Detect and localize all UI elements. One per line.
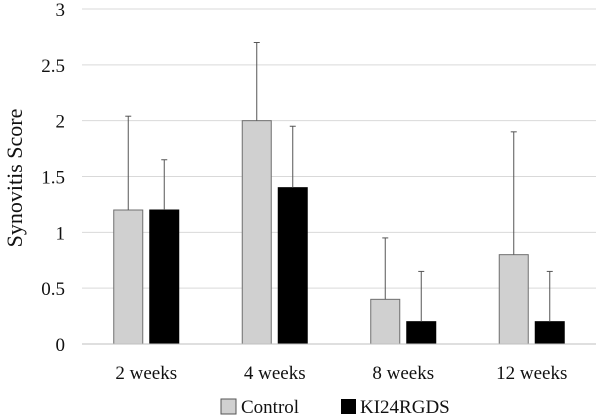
bar-ki24rgds-4 bbox=[534, 321, 565, 345]
y-tick-label: 2.5 bbox=[41, 56, 65, 77]
y-tick-label: 3 bbox=[56, 0, 66, 21]
x-category-label: 8 weeks bbox=[372, 363, 434, 384]
x-category-label: 2 weeks bbox=[115, 363, 177, 384]
y-tick-label: 1 bbox=[56, 223, 66, 244]
y-tick-label: 2 bbox=[56, 112, 66, 133]
bar-ki24rgds-2 bbox=[277, 187, 308, 345]
legend-label-ki24rgds: KI24RGDS bbox=[360, 397, 450, 416]
bar-ki24rgds-1 bbox=[149, 209, 180, 345]
legend-swatch-ki24rgds bbox=[341, 399, 356, 414]
y-axis-ticks: 0 0.5 1 1.5 2 2.5 3 bbox=[41, 0, 65, 356]
bar-control-2 bbox=[241, 120, 272, 345]
y-tick-label: 0.5 bbox=[41, 279, 65, 300]
bar-control-3 bbox=[370, 298, 401, 345]
y-tick-label: 0 bbox=[56, 335, 66, 356]
bar-control-1 bbox=[113, 209, 144, 345]
legend-swatch-control bbox=[220, 398, 237, 415]
legend: Control KI24RGDS bbox=[220, 397, 450, 416]
x-category-label: 12 weeks bbox=[496, 363, 567, 384]
bar-ki24rgds-3 bbox=[406, 321, 437, 345]
y-axis-label: Synovitis Score bbox=[2, 109, 27, 248]
x-axis-categories: 2 weeks 4 weeks 8 weeks 12 weeks bbox=[115, 363, 567, 384]
y-tick-label: 1.5 bbox=[41, 168, 65, 189]
x-category-label: 4 weeks bbox=[244, 363, 306, 384]
bar-control-4 bbox=[498, 254, 529, 345]
error-bars bbox=[125, 42, 553, 322]
legend-label-control: Control bbox=[241, 397, 299, 416]
